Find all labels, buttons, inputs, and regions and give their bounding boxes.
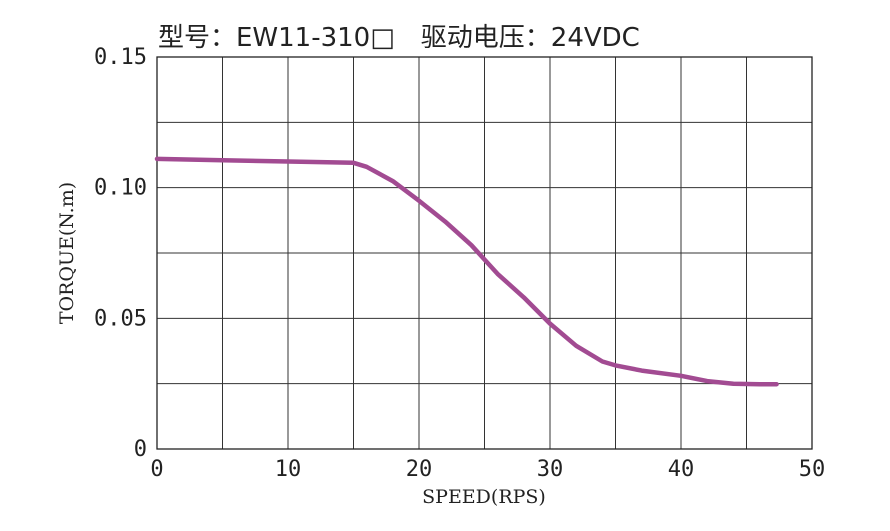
series-line bbox=[154, 156, 779, 387]
x-tick-label: 50 bbox=[799, 457, 826, 482]
plot-frame bbox=[156, 56, 813, 450]
y-tick-label: 0 bbox=[134, 437, 147, 462]
x-tick-label: 10 bbox=[275, 457, 302, 482]
chart-title: 型号：EW11-310□ 驱动电压：24VDC bbox=[158, 23, 640, 53]
y-axis-label: TORQUE(N.m) bbox=[56, 182, 78, 324]
chart-grid bbox=[157, 57, 812, 449]
x-axis-label: SPEED(RPS) bbox=[422, 486, 546, 508]
x-tick-label: 30 bbox=[537, 457, 564, 482]
x-tick-label: 40 bbox=[668, 457, 695, 482]
tick-labels: 0 10 20 30 40 50 0 0.05 0.10 0.15 bbox=[94, 45, 825, 482]
y-tick-label: 0.10 bbox=[94, 176, 147, 201]
series-layer bbox=[154, 156, 779, 387]
y-tick-label: 0.15 bbox=[94, 45, 147, 70]
y-tick-label: 0.05 bbox=[94, 306, 147, 331]
x-tick-label: 20 bbox=[406, 457, 433, 482]
x-tick-label: 0 bbox=[150, 457, 163, 482]
